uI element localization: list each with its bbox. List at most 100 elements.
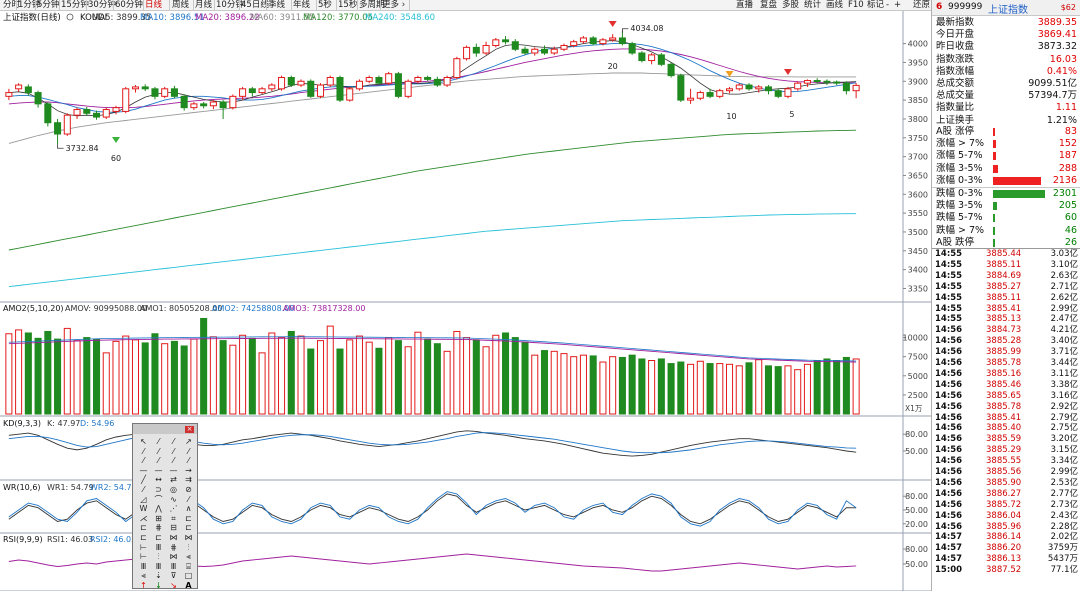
ma-legend-2: MA20: 3896.22 xyxy=(195,13,260,23)
draw-tool-wave-icon[interactable]: ∿ xyxy=(170,494,177,504)
draw-tool-text-icon[interactable]: A xyxy=(185,581,192,590)
draw-tool-line3-icon[interactable]: ⁄ xyxy=(187,446,190,456)
draw-tool-ruler2-icon[interactable]: ⊢ xyxy=(140,552,147,562)
draw-tool-line-icon[interactable]: ⁄ xyxy=(157,437,160,446)
draw-tool-bars5-icon[interactable]: ⌸ xyxy=(186,561,191,571)
tab-0[interactable]: 分时 xyxy=(3,0,21,10)
draw-tool-grid4-icon[interactable]: ⋕ xyxy=(170,542,177,552)
draw-tool-arc-icon[interactable]: ⊃ xyxy=(155,485,162,494)
draw-tool-dbl-arrow-icon[interactable]: ↔ xyxy=(155,475,162,485)
draw-tool-fib-icon[interactable]: ⫷ xyxy=(186,552,191,562)
tab-separator xyxy=(380,0,381,11)
draw-tool-bars3-icon[interactable]: Ⅲ xyxy=(155,561,162,571)
tab-separator xyxy=(357,0,358,11)
toolbar-button-2[interactable]: 多股 xyxy=(782,0,800,10)
kline-chart-area[interactable]: 4000 3950 3900 3850 3800 3750 3700 3650 3600 3550… xyxy=(0,11,931,591)
draw-tool-down-icon[interactable]: ↓ xyxy=(155,581,162,590)
toolbar-button-0[interactable]: 直播 xyxy=(736,0,754,10)
draw-tool-line2-icon[interactable]: ⁄ xyxy=(172,446,175,456)
draw-tool-seg6-icon[interactable]: ⁄ xyxy=(172,456,175,466)
draw-tool-ellipse-icon[interactable]: ⊘ xyxy=(185,485,192,494)
draw-tool-bars4-icon[interactable]: Ⅲ xyxy=(170,561,177,571)
tab-8[interactable]: 月线 xyxy=(195,0,213,10)
toolbar-button-8[interactable]: + xyxy=(894,0,902,10)
draw-tool-vlines2-icon[interactable]: ⫶ xyxy=(157,552,160,562)
tab-4[interactable]: 30分钟 xyxy=(88,0,116,10)
tab-16[interactable]: 更多 › xyxy=(382,0,406,10)
draw-tool-parallel-icon[interactable]: ⇉ xyxy=(185,475,192,485)
toolbar-button-6[interactable]: 标记 xyxy=(867,0,885,10)
tab-11[interactable]: 季线 xyxy=(268,0,286,10)
draw-tool-grid2-icon[interactable]: ⌗ xyxy=(171,513,176,523)
draw-tool-hline-icon[interactable]: — xyxy=(139,465,148,475)
toolbar-button-9[interactable]: 还原 xyxy=(913,0,931,10)
tab-14[interactable]: 15秒 xyxy=(338,0,358,10)
tab-5[interactable]: 60分钟 xyxy=(115,0,143,10)
toolbar-button-4[interactable]: 画线 xyxy=(826,0,844,10)
draw-tool-down-arrow-icon[interactable]: ⇣ xyxy=(155,571,162,581)
draw-tool-hline2-icon[interactable]: — xyxy=(154,465,163,475)
draw-tool-curve-icon[interactable]: ⌒ xyxy=(154,494,163,504)
toolbar-button-5[interactable]: F10 xyxy=(848,0,864,10)
draw-tool-cursor-icon[interactable]: ↖ xyxy=(140,437,147,446)
draw-tool-wpattern-icon[interactable]: W xyxy=(139,504,148,514)
draw-tool-bars2-icon[interactable]: Ⅲ xyxy=(140,561,147,571)
toolbox-close-button[interactable]: × xyxy=(185,425,194,433)
draw-tool-diag-icon[interactable]: ╱ xyxy=(141,475,146,485)
draw-tool-pitch-icon[interactable]: ⁄ xyxy=(142,485,145,494)
draw-tool-peak-icon[interactable]: ∧ xyxy=(185,504,192,514)
toolbar-button-7[interactable]: - xyxy=(886,0,890,10)
draw-tool-box5-icon[interactable]: ⊏ xyxy=(155,533,162,542)
draw-tool-arrow-right-icon[interactable]: → xyxy=(185,465,192,475)
draw-tool-channel-icon[interactable]: ⇄ xyxy=(170,475,177,485)
draw-tool-seg4-icon[interactable]: ⁄ xyxy=(142,456,145,466)
draw-tool-cross2-icon[interactable]: ⋈ xyxy=(184,533,193,542)
draw-tool-square-icon[interactable]: □ xyxy=(184,571,193,581)
tab-3[interactable]: 15分钟 xyxy=(61,0,89,10)
tab-15[interactable]: 多周期 xyxy=(359,0,385,10)
tab-7[interactable]: 周线 xyxy=(172,0,190,10)
draw-tool-line8-icon[interactable]: ⁄ xyxy=(187,494,190,504)
draw-tool-seg7-icon[interactable]: ⁄ xyxy=(187,456,190,466)
draw-tool-box3-icon[interactable]: ⊏ xyxy=(185,523,192,533)
draw-tool-circle-icon[interactable]: ◎ xyxy=(170,485,177,494)
draw-tool-ray-icon[interactable]: ⁄ xyxy=(172,437,175,446)
draw-tool-up-arrow-icon[interactable]: ↑ xyxy=(140,581,147,590)
tab-10[interactable]: 45日线 xyxy=(241,0,269,10)
draw-tool-grid-icon[interactable]: ⊞ xyxy=(155,513,162,523)
draw-tool-box-icon[interactable]: ⊏ xyxy=(185,513,192,523)
draw-tool-head-icon[interactable]: ⋀ xyxy=(155,504,162,514)
tab-6[interactable]: 日线 xyxy=(145,0,163,10)
toolbar-button-1[interactable]: 复盘 xyxy=(760,0,778,10)
draw-tool-cross3-icon[interactable]: ⋈ xyxy=(169,552,178,562)
draw-tool-grid3-icon[interactable]: ⋕ xyxy=(155,523,162,533)
drawing-toolbox[interactable]: × ↖ ⁄ ⁄ ↗ ⁄ ⁄ ⁄ ⁄ ⁄ ⁄ ⁄ ⁄ — — — → ╱ ↔ ⇄ ⇉ ⁄ ⊃ ◎ ⊘ ◿ ⌒ ∿ ⁄ W ⋀ ⋰ ∧ ⋌ ⊞ ⌗ ⊏ ⊏ ⋕… xyxy=(132,423,198,590)
draw-tool-rect-icon[interactable]: ⊟ xyxy=(170,523,177,533)
draw-tool-cross-icon[interactable]: ⋈ xyxy=(169,533,178,542)
draw-tool-bars-icon[interactable]: Ⅲ xyxy=(155,542,162,552)
draw-tool-box2-icon[interactable]: ⊏ xyxy=(140,523,147,533)
draw-tool-trend-icon[interactable]: ⋰ xyxy=(169,504,178,514)
draw-tool-seg-icon[interactable]: ⁄ xyxy=(142,446,145,456)
draw-tool-arrow-icon[interactable]: ↗ xyxy=(185,437,192,446)
toolbox-titlebar[interactable] xyxy=(133,424,197,434)
draw-tool-hline3-icon[interactable]: — xyxy=(169,465,178,475)
draw-tool-box4-icon[interactable]: ⊏ xyxy=(140,533,147,542)
draw-tool-triangle-icon[interactable]: ◿ xyxy=(140,494,147,504)
draw-tool-ruler-icon[interactable]: ⊢ xyxy=(140,542,147,552)
draw-tool-down-right-icon[interactable]: ↘ xyxy=(170,581,177,590)
draw-tool-seg-icon[interactable]: ⁄ xyxy=(157,446,160,456)
tab-13[interactable]: 5秒 xyxy=(318,0,332,10)
draw-tool-funnel-icon[interactable]: ⊽ xyxy=(170,571,177,581)
draw-tool-vlines-icon[interactable]: ⫶ xyxy=(187,542,190,552)
draw-tool-fan-icon[interactable]: ⋌ xyxy=(139,513,148,523)
toolbar-button-3[interactable]: 统计 xyxy=(804,0,822,10)
draw-tool-seg5-icon[interactable]: ⁄ xyxy=(157,456,160,466)
tab-12[interactable]: 年线 xyxy=(293,0,311,10)
draw-tool-fib2-icon[interactable]: ⫷ xyxy=(141,571,146,581)
tab-1[interactable]: 1分钟 xyxy=(18,0,41,10)
candle-body xyxy=(657,54,665,65)
tab-2[interactable]: 5分钟 xyxy=(37,0,60,10)
tab-9[interactable]: 10分钟 xyxy=(216,0,244,10)
tick-row: 14:56 3885.59 3.20亿 xyxy=(935,434,1078,445)
